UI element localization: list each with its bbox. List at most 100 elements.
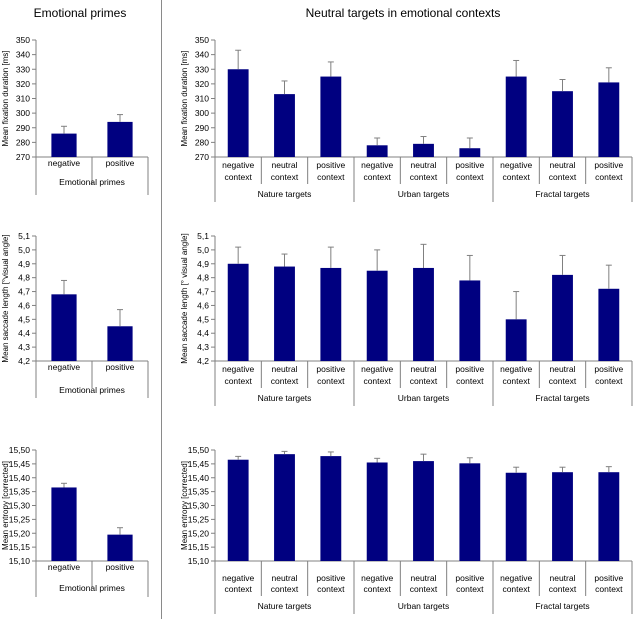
targets_saccade-category-label: neutral: [550, 364, 576, 374]
targets_entropy-bar: [320, 456, 342, 561]
targets_fixation-group-label: Urban targets: [398, 189, 450, 199]
targets_saccade-bar: [505, 319, 527, 361]
targets_entropy-y-tick-label: 15,45: [188, 459, 210, 469]
primes_saccade-bar: [51, 294, 77, 361]
primes_saccade-y-tick-label: 4,7: [18, 287, 30, 297]
targets_entropy-group-label: Nature targets: [258, 601, 312, 611]
targets_entropy-category-label: positive: [594, 573, 623, 583]
targets_entropy-category-label: context: [410, 584, 438, 594]
targets_fixation-category-label: positive: [455, 160, 484, 170]
primes_saccade-y-tick-label: 4,8: [18, 273, 30, 283]
targets_entropy-category-label: context: [456, 584, 484, 594]
targets_entropy-group-label: Fractal targets: [535, 601, 589, 611]
targets_entropy-bar: [505, 472, 527, 561]
targets_saccade-category-label: positive: [455, 364, 484, 374]
targets_saccade-bar: [413, 267, 434, 361]
targets_entropy-y-tick-label: 15,35: [188, 487, 210, 497]
primes_saccade-y-tick-label: 5,0: [18, 245, 30, 255]
targets_fixation-y-tick-label: 330: [195, 64, 209, 74]
targets_entropy-category-label: context: [317, 584, 345, 594]
targets_fixation-category-label: context: [595, 172, 623, 182]
targets_saccade-category-label: negative: [500, 364, 532, 374]
targets_fixation-category-label: negative: [222, 160, 254, 170]
targets_saccade-category-label: neutral: [272, 364, 298, 374]
targets_entropy-y-tick-label: 15,50: [188, 445, 210, 455]
targets_fixation-category-label: positive: [594, 160, 623, 170]
primes_saccade-y-axis-title: Mean saccade length [°visual angle]: [1, 234, 10, 362]
primes_entropy-y-tick-label: 15,20: [9, 528, 31, 538]
targets_fixation-category-label: negative: [361, 160, 393, 170]
primes_entropy-category-label: positive: [106, 562, 135, 572]
primes_saccade-y-tick-label: 4,9: [18, 259, 30, 269]
primes_fixation-bar: [51, 133, 77, 157]
targets_fixation-category-label: context: [456, 172, 484, 182]
targets_saccade-category-label: context: [456, 376, 484, 386]
primes_fixation-y-tick-label: 310: [16, 94, 30, 104]
targets_entropy-category-label: context: [549, 584, 577, 594]
primes_saccade-y-tick-label: 4,6: [18, 300, 30, 310]
targets_saccade-group-label: Fractal targets: [535, 393, 589, 403]
targets_saccade-bar: [598, 288, 620, 361]
targets_fixation-category-label: context: [410, 172, 438, 182]
targets_saccade-y-tick-label: 4,9: [197, 259, 209, 269]
targets_saccade-y-tick-label: 5,0: [197, 245, 209, 255]
targets_entropy-category-label: positive: [455, 573, 484, 583]
targets_fixation-category-label: context: [224, 172, 252, 182]
targets_fixation-category-label: context: [317, 172, 345, 182]
primes_entropy-bar: [51, 487, 77, 561]
targets_fixation-y-tick-label: 290: [195, 123, 209, 133]
primes_entropy-bar: [107, 534, 133, 561]
targets_fixation-group-label: Fractal targets: [535, 189, 589, 199]
targets_fixation-category-label: context: [502, 172, 530, 182]
primes_fixation-y-tick-label: 270: [16, 152, 30, 162]
right-column-header: Neutral targets in emotional contexts: [305, 6, 501, 20]
targets_entropy-category-label: context: [271, 584, 299, 594]
primes_fixation-y-tick-label: 280: [16, 137, 30, 147]
targets_fixation-category-label: neutral: [550, 160, 576, 170]
primes_entropy-y-tick-label: 15,35: [9, 487, 31, 497]
targets_fixation-bar: [459, 148, 481, 157]
primes_saccade-category-label: positive: [106, 362, 135, 372]
targets_saccade-bar: [366, 270, 388, 361]
targets_fixation-category-label: negative: [500, 160, 532, 170]
primes_entropy-y-axis-title: Mean entropy [corrected]: [1, 461, 10, 550]
targets_entropy-y-tick-label: 15,40: [188, 473, 210, 483]
targets_saccade-category-label: context: [549, 376, 577, 386]
primes_saccade-y-tick-label: 4,3: [18, 342, 30, 352]
column-divider: [161, 0, 162, 619]
targets_fixation-y-tick-label: 320: [195, 79, 209, 89]
targets_entropy-y-tick-label: 15,25: [188, 514, 210, 524]
targets_fixation-y-tick-label: 300: [195, 108, 209, 118]
targets_fixation-category-label: neutral: [272, 160, 298, 170]
primes_entropy-y-tick-label: 15,10: [9, 556, 31, 566]
targets_saccade-y-tick-label: 5,1: [197, 231, 209, 241]
targets_fixation-category-label: context: [549, 172, 577, 182]
targets_saccade-bar: [459, 280, 481, 361]
targets_fixation-bar: [413, 143, 434, 157]
targets_saccade-category-label: negative: [361, 364, 393, 374]
targets_fixation-group-label: Nature targets: [258, 189, 312, 199]
targets_saccade-y-tick-label: 4,4: [197, 328, 209, 338]
targets_fixation-bar: [274, 94, 295, 157]
targets_saccade-category-label: context: [271, 376, 299, 386]
targets_fixation-bar: [505, 76, 527, 157]
targets_entropy-category-label: neutral: [411, 573, 437, 583]
primes_saccade-y-tick-label: 4,2: [18, 356, 30, 366]
targets_entropy-category-label: context: [224, 584, 252, 594]
targets_fixation-y-axis-title: Mean fixation duration [ms]: [180, 50, 189, 146]
targets_entropy-bar: [227, 459, 249, 561]
primes_fixation-category-label: negative: [48, 158, 80, 168]
targets_fixation-y-tick-label: 350: [195, 35, 209, 45]
targets_saccade-category-label: context: [363, 376, 391, 386]
targets_saccade-bar: [552, 274, 573, 361]
targets_entropy-bar: [459, 463, 481, 561]
primes_entropy-category-label: negative: [48, 562, 80, 572]
targets_entropy-y-tick-label: 15,30: [188, 501, 210, 511]
targets_saccade-bar: [320, 267, 342, 361]
primes_entropy-y-tick-label: 15,50: [9, 445, 31, 455]
targets_entropy-category-label: negative: [361, 573, 393, 583]
targets_fixation-bar: [552, 91, 573, 157]
targets_entropy-category-label: negative: [222, 573, 254, 583]
targets_saccade-category-label: positive: [316, 364, 345, 374]
targets_saccade-y-tick-label: 4,2: [197, 356, 209, 366]
